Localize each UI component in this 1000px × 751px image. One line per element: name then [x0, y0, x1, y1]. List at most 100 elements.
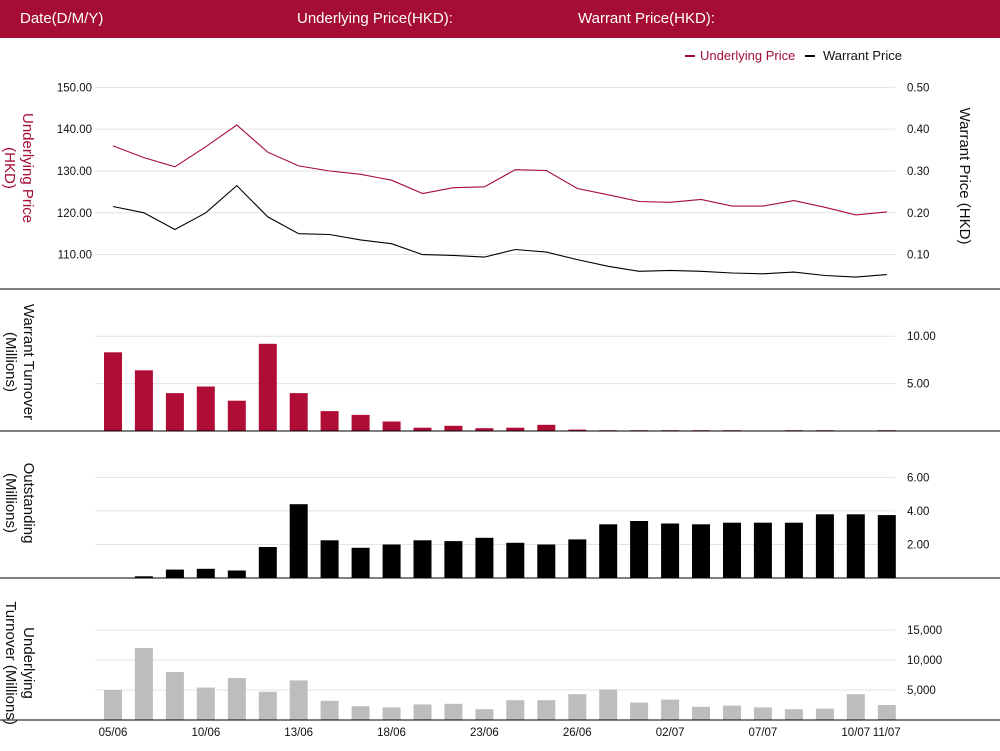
outstanding-bar: [661, 523, 680, 578]
underlying-turnover-title-line: Turnover (Millions): [2, 601, 19, 725]
warrant-turnover-bar: [289, 393, 308, 431]
outstanding-bar: [320, 540, 339, 578]
warrant-turnover-bar: [258, 343, 277, 431]
legend-warrant-price-text[interactable]: Warrant Price: [823, 48, 902, 63]
chart-area: 110.00 120.00 130.00 140.00 150.00 0.10 0.20 0.…: [0, 48, 1000, 739]
warrant-turnover-bar: [227, 400, 246, 431]
outstanding-bar: [846, 514, 865, 578]
x-tick-label: 10/07: [841, 727, 870, 739]
outstanding-bar: [413, 540, 432, 578]
underlying-turnover-bar: [227, 678, 246, 720]
underlying-price-label: Underlying Price(HKD):: [297, 10, 453, 27]
outstanding-bar: [444, 541, 463, 578]
underlying-turnover-bar: [537, 700, 556, 720]
warrant-turnover-bar: [196, 386, 215, 431]
underlying-turnover-bar: [692, 706, 710, 720]
underlying-turnover-bar: [289, 680, 308, 720]
x-tick-label: 02/07: [656, 727, 685, 739]
outstanding-bar: [196, 568, 215, 578]
outstanding-bar: [692, 524, 710, 578]
outstanding-bar: [599, 524, 618, 578]
warrant-turnover-title-line: (Millions): [2, 332, 19, 392]
x-tick-label: 07/07: [749, 727, 778, 739]
left-tick-label: 130.00: [57, 166, 92, 178]
outstanding-bar: [537, 544, 556, 578]
left-tick-label: 110.00: [58, 250, 92, 262]
outstanding-bar: [475, 537, 494, 578]
warrant-turnover-bar: [568, 429, 587, 431]
outstanding-bar: [134, 576, 153, 578]
underlying-turnover-bar: [877, 705, 896, 720]
warrant-turnover-title-line: Warrant Turnover: [20, 304, 37, 420]
warrant-turnover-tick-label: 5.00: [907, 379, 929, 391]
warrant-turnover-title: Warrant Turnover(Millions): [2, 304, 37, 420]
x-tick-label: 18/06: [377, 727, 406, 739]
underlying-turnover-bar: [568, 694, 587, 720]
underlying-turnover-bar: [165, 672, 184, 720]
left-tick-label: 140.00: [57, 124, 92, 136]
outstanding-bar: [568, 539, 587, 578]
outstanding-bar: [289, 504, 308, 578]
warrant-turnover-bar: [134, 370, 153, 431]
warrant-turnover-tick-label: 10.00: [907, 331, 936, 343]
y-right-title-line: Warrant Price (HKD): [956, 108, 973, 245]
underlying-turnover-bar: [723, 705, 741, 720]
underlying-turnover-bar: [196, 687, 215, 720]
outstanding-bar: [506, 542, 525, 578]
date-label: Date(D/M/Y): [20, 10, 104, 27]
underlying-turnover-bar: [444, 703, 463, 720]
warrant-price-line: [112, 184, 887, 278]
outstanding-tick-label: 6.00: [907, 472, 929, 484]
x-tick-label: 05/06: [99, 727, 128, 739]
outstanding-bar: [382, 544, 401, 578]
legend[interactable]: Underlying Price Warrant Price: [685, 48, 902, 63]
warrant-turnover-bar: [320, 411, 339, 431]
outstanding-bar: [753, 522, 772, 578]
right-tick-label: 0.10: [907, 250, 929, 262]
underlying-turnover-bar: [351, 706, 370, 720]
warrant-turnover-bar: [537, 424, 556, 431]
panel-dividers: [0, 288, 1000, 721]
y-right-title: Warrant Price (HKD): [956, 108, 973, 245]
outstanding-title-line: (Millions): [2, 473, 19, 533]
underlying-turnover-bar: [475, 709, 494, 720]
warrant-turnover-bar: [104, 352, 122, 431]
underlying-turnover-tick-label: 10,000: [907, 655, 942, 667]
right-tick-label: 0.40: [907, 124, 929, 136]
axis-titles: Underlying Price(HKD) Warrant Price (HKD)…: [1, 108, 973, 725]
right-tick-label: 0.30: [907, 166, 929, 178]
x-tick-label: 26/06: [563, 727, 592, 739]
outstanding-title-line: Outstanding: [20, 463, 37, 544]
underlying-turnover-bar: [846, 694, 865, 720]
x-tick-label: 10/06: [191, 727, 220, 739]
outstanding-bar: [784, 522, 803, 578]
underlying-turnover-bar: [382, 707, 401, 720]
underlying-turnover-bar: [258, 691, 277, 720]
underlying-price-line: [112, 124, 887, 216]
outstanding-bar: [351, 547, 370, 578]
x-tick-label: 23/06: [470, 727, 499, 739]
y-left-title-line: Underlying Price: [19, 113, 36, 223]
right-tick-label: 0.50: [907, 82, 929, 94]
gridlines: [95, 86, 895, 691]
outstanding-bar: [877, 515, 896, 578]
underlying-turnover-tick-label: 5,000: [907, 685, 936, 697]
underlying-turnover-tick-label: 15,000: [907, 625, 942, 637]
legend-underlying-price-text[interactable]: Underlying Price: [700, 48, 795, 63]
bars: [104, 343, 896, 720]
outstanding-bar: [630, 521, 649, 578]
underlying-turnover-bar: [661, 699, 680, 720]
outstanding-bar: [258, 547, 277, 578]
tick-labels: 110.00 120.00 130.00 140.00 150.00 0.10 0.20 0.…: [57, 82, 942, 739]
price-lines: [112, 124, 887, 278]
outstanding-bar: [165, 569, 184, 578]
warrant-turnover-bar: [444, 425, 463, 431]
right-tick-label: 0.20: [907, 208, 929, 220]
underlying-turnover-bar: [784, 709, 803, 720]
outstanding-tick-label: 4.00: [907, 506, 929, 518]
outstanding-title: Outstanding(Millions): [2, 463, 37, 544]
underlying-turnover-bar: [815, 708, 834, 720]
warrant-turnover-bar: [506, 427, 525, 431]
left-tick-label: 150.00: [57, 82, 92, 94]
